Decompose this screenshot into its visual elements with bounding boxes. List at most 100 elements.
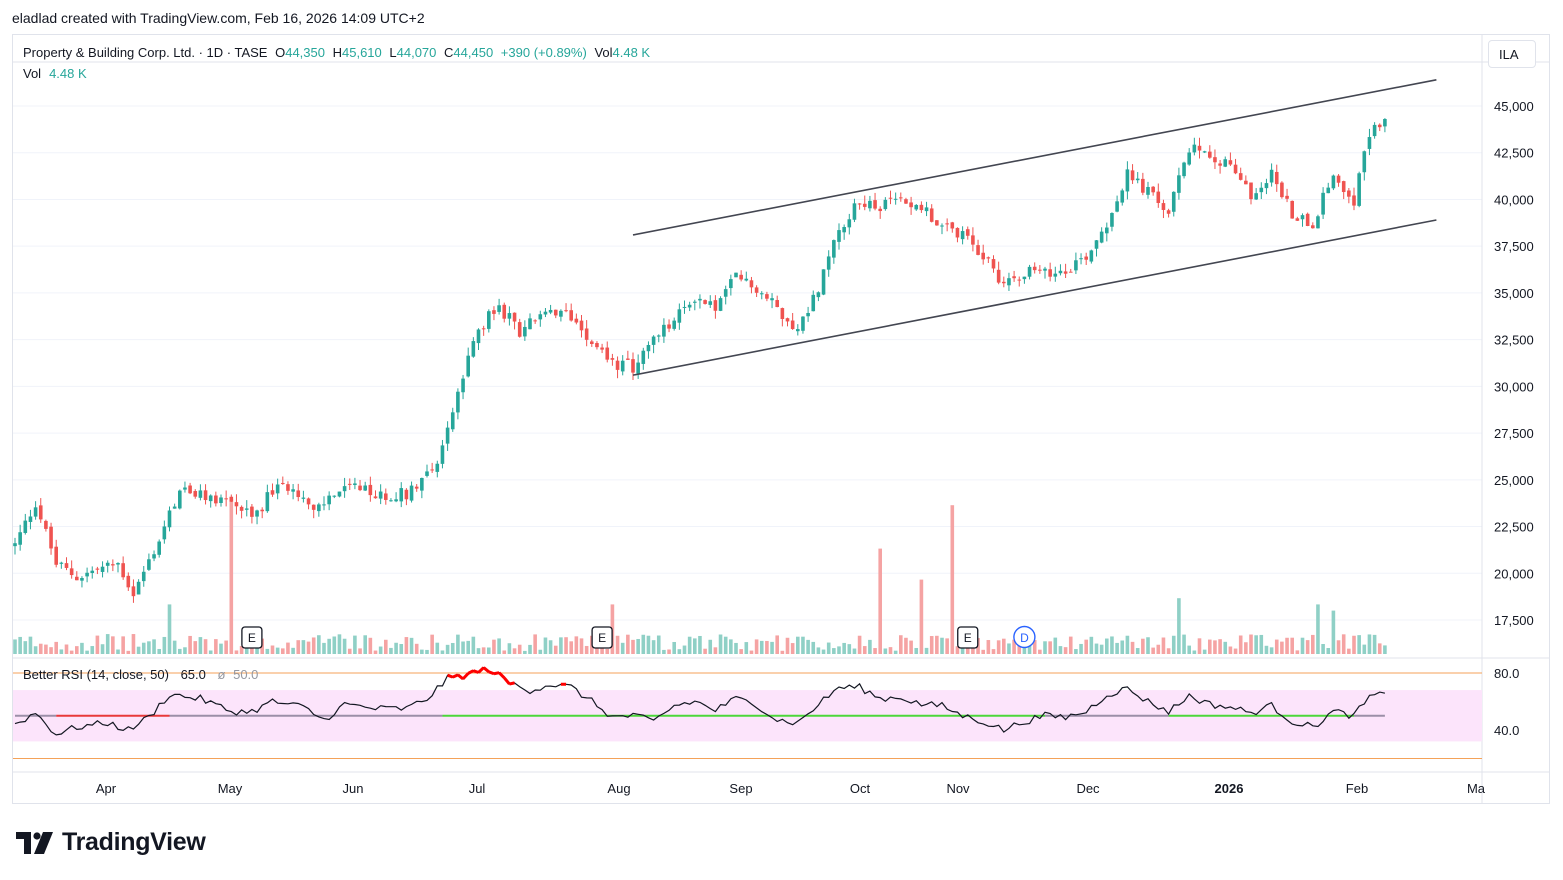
tradingview-logo[interactable]: TradingView <box>16 828 206 857</box>
candle-body <box>919 204 924 211</box>
volume-bar <box>641 634 646 654</box>
candle-body <box>584 328 589 340</box>
candle-body <box>75 576 79 581</box>
candle-body <box>981 252 985 260</box>
candle-body <box>445 427 450 444</box>
candle-body <box>1074 260 1078 271</box>
volume-bar <box>723 636 728 654</box>
candle-body <box>1233 164 1238 174</box>
volume-bar <box>239 645 244 654</box>
candle-body <box>487 311 491 329</box>
volume-bar <box>626 634 630 654</box>
volume-bar <box>90 646 95 654</box>
currency-button[interactable]: ILA <box>1488 40 1536 68</box>
volume-bar <box>1007 643 1011 654</box>
candle-body <box>332 495 337 497</box>
volume-bar <box>1223 641 1228 654</box>
rsi-extreme-segment <box>452 673 459 679</box>
volume-bar <box>785 637 790 654</box>
candle-body <box>234 502 239 507</box>
volume-bar <box>847 644 852 654</box>
candle-body <box>837 230 841 242</box>
rsi-extreme-segment <box>509 681 515 686</box>
volume-bar <box>713 647 718 654</box>
candle-body <box>703 300 707 304</box>
volume-bar <box>919 579 924 654</box>
volume-bar <box>1372 634 1377 654</box>
candle-body <box>790 320 795 329</box>
candle-body <box>373 496 378 499</box>
volume-bar <box>337 634 342 654</box>
candle-body <box>1141 178 1145 193</box>
candle-body <box>265 492 270 512</box>
volume-bar <box>888 647 893 654</box>
candle-body <box>564 310 568 312</box>
volume-bar <box>162 636 167 654</box>
volume-bar <box>234 650 239 654</box>
volume-bar <box>687 636 692 654</box>
volume-bar <box>1171 635 1176 654</box>
candle-body <box>667 324 671 329</box>
candle-body <box>435 463 440 472</box>
time-tick-label: Jul <box>469 781 486 796</box>
volume-bar <box>28 636 33 654</box>
volume-bar <box>893 650 898 654</box>
volume-bar <box>971 644 975 654</box>
candle-body <box>425 471 429 476</box>
volume-bar <box>1238 635 1243 654</box>
volume-bar <box>59 649 64 654</box>
volume-bar <box>353 635 357 654</box>
volume-bar <box>1063 647 1068 654</box>
candle-body <box>1352 195 1356 206</box>
volume-bar <box>33 646 38 654</box>
volume-bar <box>1331 610 1336 654</box>
candle-body <box>69 568 74 576</box>
volume-bar <box>1182 634 1186 654</box>
candle-body <box>656 335 661 337</box>
candle-body <box>899 197 903 199</box>
volume-bar <box>780 650 785 654</box>
candle-body <box>1274 171 1279 185</box>
volume-bar <box>291 647 295 654</box>
candle-body <box>1012 276 1016 279</box>
volume-bar <box>512 648 517 654</box>
candle-body <box>955 227 960 238</box>
earnings-marker-label: E <box>964 631 972 645</box>
volume-bar <box>826 642 831 654</box>
volume-bar <box>358 648 362 654</box>
volume-bar <box>167 604 172 654</box>
candle-body <box>528 318 532 330</box>
candle-body <box>909 202 913 208</box>
rsi-legend: Better RSI (14, close, 50) 65.0 ø 50.0 <box>23 667 258 682</box>
volume-bar <box>157 648 161 654</box>
rsi-extreme-segment <box>477 666 485 674</box>
candle-body <box>1213 157 1217 163</box>
volume-bar <box>1362 644 1367 654</box>
candle-body <box>1038 269 1042 271</box>
candle-body <box>306 498 311 505</box>
candle-body <box>1068 271 1073 273</box>
volume-bar <box>878 548 882 654</box>
volume-bar <box>1038 649 1042 654</box>
volume-bar <box>523 650 527 654</box>
volume-bar <box>75 646 79 654</box>
rsi-extreme-segment <box>447 673 454 679</box>
candle-body <box>1171 191 1176 212</box>
price-tick-label: 17,500 <box>1494 613 1534 628</box>
volume-bar <box>44 644 48 654</box>
volume-bar <box>862 646 867 654</box>
candle-body <box>641 350 646 364</box>
volume-bar <box>770 641 774 654</box>
volume-value: 4.48 K <box>49 66 87 81</box>
candle-body <box>85 572 89 577</box>
candle-body <box>1367 137 1372 149</box>
candle-body <box>806 312 810 317</box>
candle-body <box>801 316 805 331</box>
candle-body <box>497 305 501 312</box>
high-label: H <box>332 45 342 60</box>
candle-body <box>291 489 295 492</box>
volume-bar <box>620 642 625 654</box>
volume-bar <box>430 634 434 654</box>
candle-body <box>1022 276 1027 280</box>
